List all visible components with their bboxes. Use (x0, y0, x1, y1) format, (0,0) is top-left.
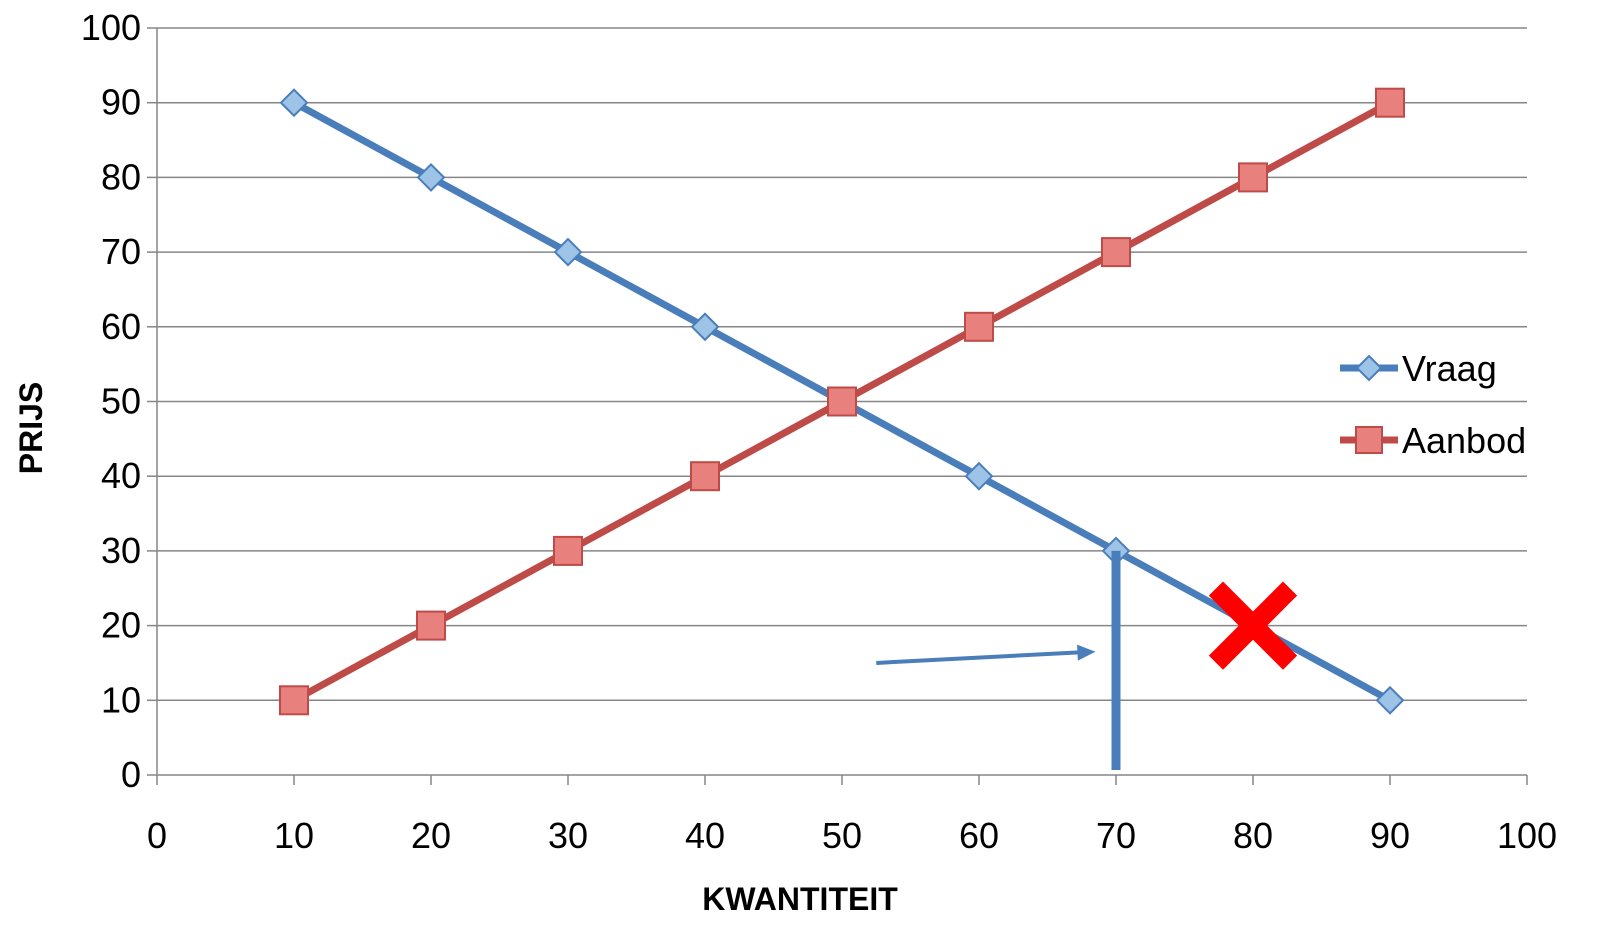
point-vraag-90 (1375, 685, 1405, 715)
legend-marker-vraag (1355, 354, 1383, 382)
x-tick-label-70: 70 (1096, 815, 1136, 856)
x-tick-label-100: 100 (1497, 815, 1557, 856)
x-tick-label-10: 10 (274, 815, 314, 856)
point-vraag-40 (690, 312, 720, 342)
y-tick-label-100: 100 (81, 7, 141, 48)
point-aanbod-10 (279, 685, 309, 716)
point-vraag-20 (416, 162, 446, 192)
x-tick-label-90: 90 (1370, 815, 1410, 856)
series-aanbod (279, 87, 1405, 716)
point-aanbod-90 (1375, 87, 1405, 118)
point-aanbod-50 (827, 386, 857, 417)
point-vraag-30 (553, 237, 583, 267)
x-tick-label-30: 30 (548, 815, 588, 856)
y-tick-label-0: 0 (121, 754, 141, 795)
y-tick-label-40: 40 (101, 455, 141, 496)
annotations (876, 550, 1298, 770)
annotation-cross (1208, 581, 1298, 670)
point-aanbod-30 (553, 535, 583, 566)
y-tick-label-60: 60 (101, 306, 141, 347)
legend-marker-aanbod (1355, 426, 1383, 454)
x-axis-title: KWANTITEIT (702, 881, 898, 917)
x-tick-label-80: 80 (1233, 815, 1273, 856)
cross-stroke-2 (1208, 581, 1298, 670)
x-tick-label-40: 40 (685, 815, 725, 856)
y-axis-title: PRIJS (13, 382, 49, 474)
annotation-arrow-head (1077, 644, 1096, 661)
x-tick-label-20: 20 (411, 815, 451, 856)
point-vraag-10 (279, 88, 309, 118)
legend-label-aanbod: Aanbod (1402, 420, 1526, 461)
point-aanbod-60 (964, 311, 994, 342)
y-tick-label-30: 30 (101, 530, 141, 571)
legend: Vraag Aanbod (1340, 348, 1526, 461)
x-tick-label-50: 50 (822, 815, 862, 856)
annotation-arrow-shaft (876, 650, 1082, 665)
y-tick-label-50: 50 (101, 381, 141, 422)
point-vraag-60 (964, 461, 994, 491)
point-aanbod-70 (1101, 237, 1131, 268)
legend-item-aanbod: Aanbod (1340, 420, 1526, 461)
point-aanbod-40 (690, 461, 720, 492)
axes: 0 10 20 30 40 50 60 70 80 90 100 0 10 20 30 40 50 60 70 80 9… (81, 7, 1557, 856)
gridlines (157, 27, 1527, 702)
y-tick-label-70: 70 (101, 231, 141, 272)
legend-label-vraag: Vraag (1402, 348, 1497, 389)
x-tick-label-0: 0 (147, 815, 167, 856)
y-tick-label-10: 10 (101, 679, 141, 720)
point-aanbod-80 (1238, 162, 1268, 193)
point-aanbod-20 (416, 610, 446, 641)
y-tick-label-20: 20 (101, 605, 141, 646)
legend-item-vraag: Vraag (1340, 348, 1497, 389)
y-tick-label-80: 80 (101, 156, 141, 197)
x-tick-label-60: 60 (959, 815, 999, 856)
y-tick-label-90: 90 (101, 82, 141, 123)
